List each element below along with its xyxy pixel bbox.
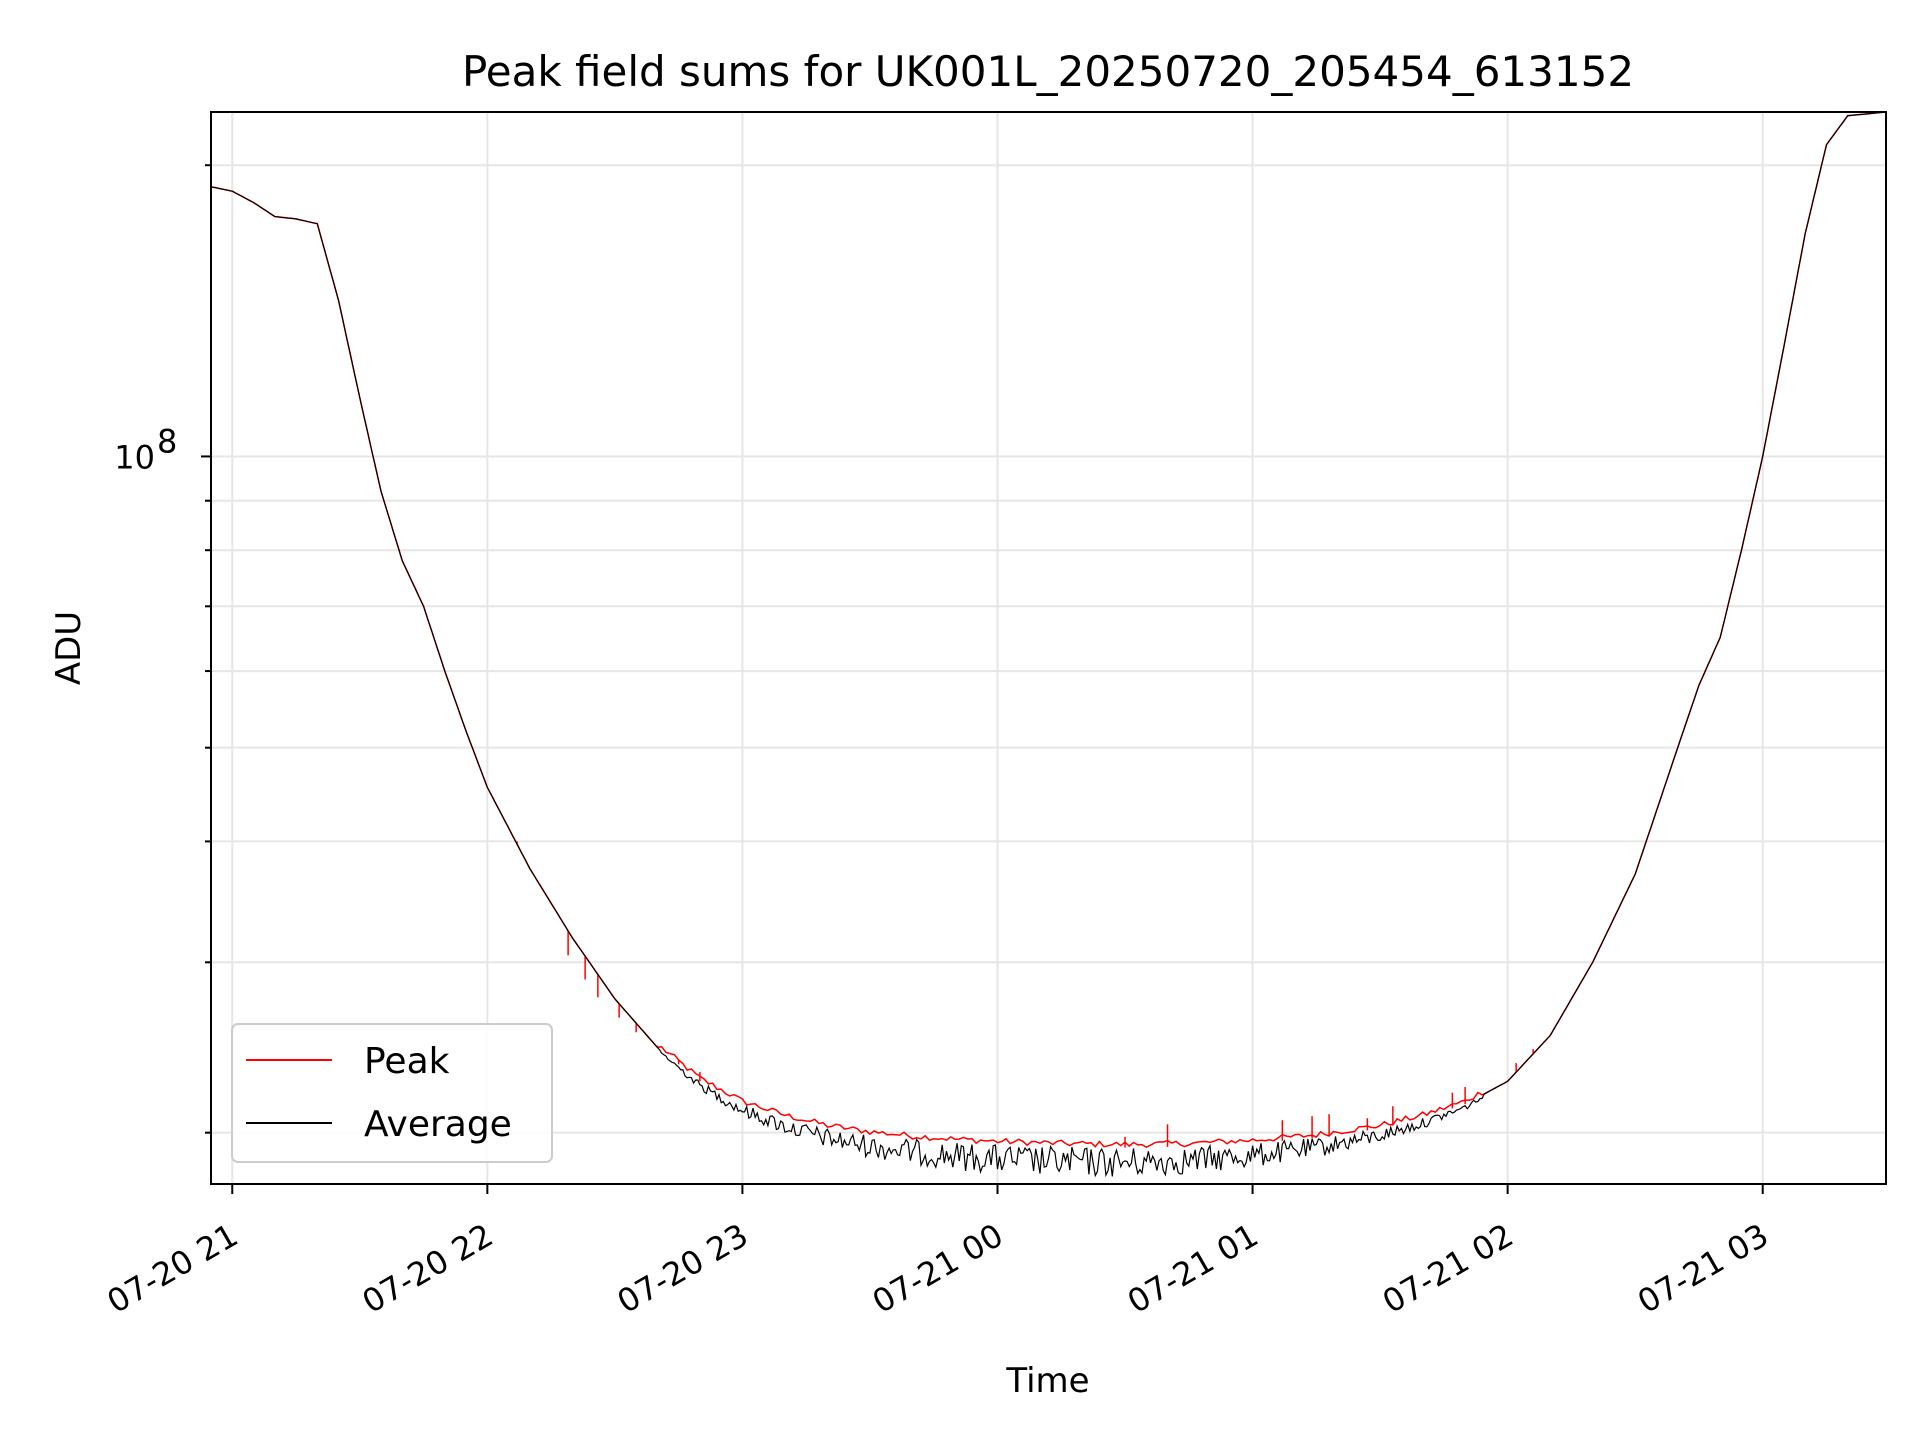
chart-title: Peak field sums for UK001L_20250720_2054… [462, 47, 1634, 96]
legend-box [231, 1023, 553, 1163]
legend: Peak Average [231, 1023, 553, 1163]
x-axis-label: Time [1005, 1361, 1089, 1401]
grid [211, 112, 1886, 1184]
plot-frame [210, 111, 1887, 1185]
y-tick-label-exponent: 8 [157, 422, 177, 460]
plot-series [210, 111, 1887, 1178]
y-axis: 10 8 [114, 164, 211, 1134]
average-line [210, 111, 1887, 1178]
y-axis-label: ADU [49, 611, 89, 685]
legend-label-average: Average [364, 1104, 512, 1145]
legend-label-peak: Peak [364, 1041, 450, 1082]
y-tick-label: 10 [114, 438, 155, 476]
